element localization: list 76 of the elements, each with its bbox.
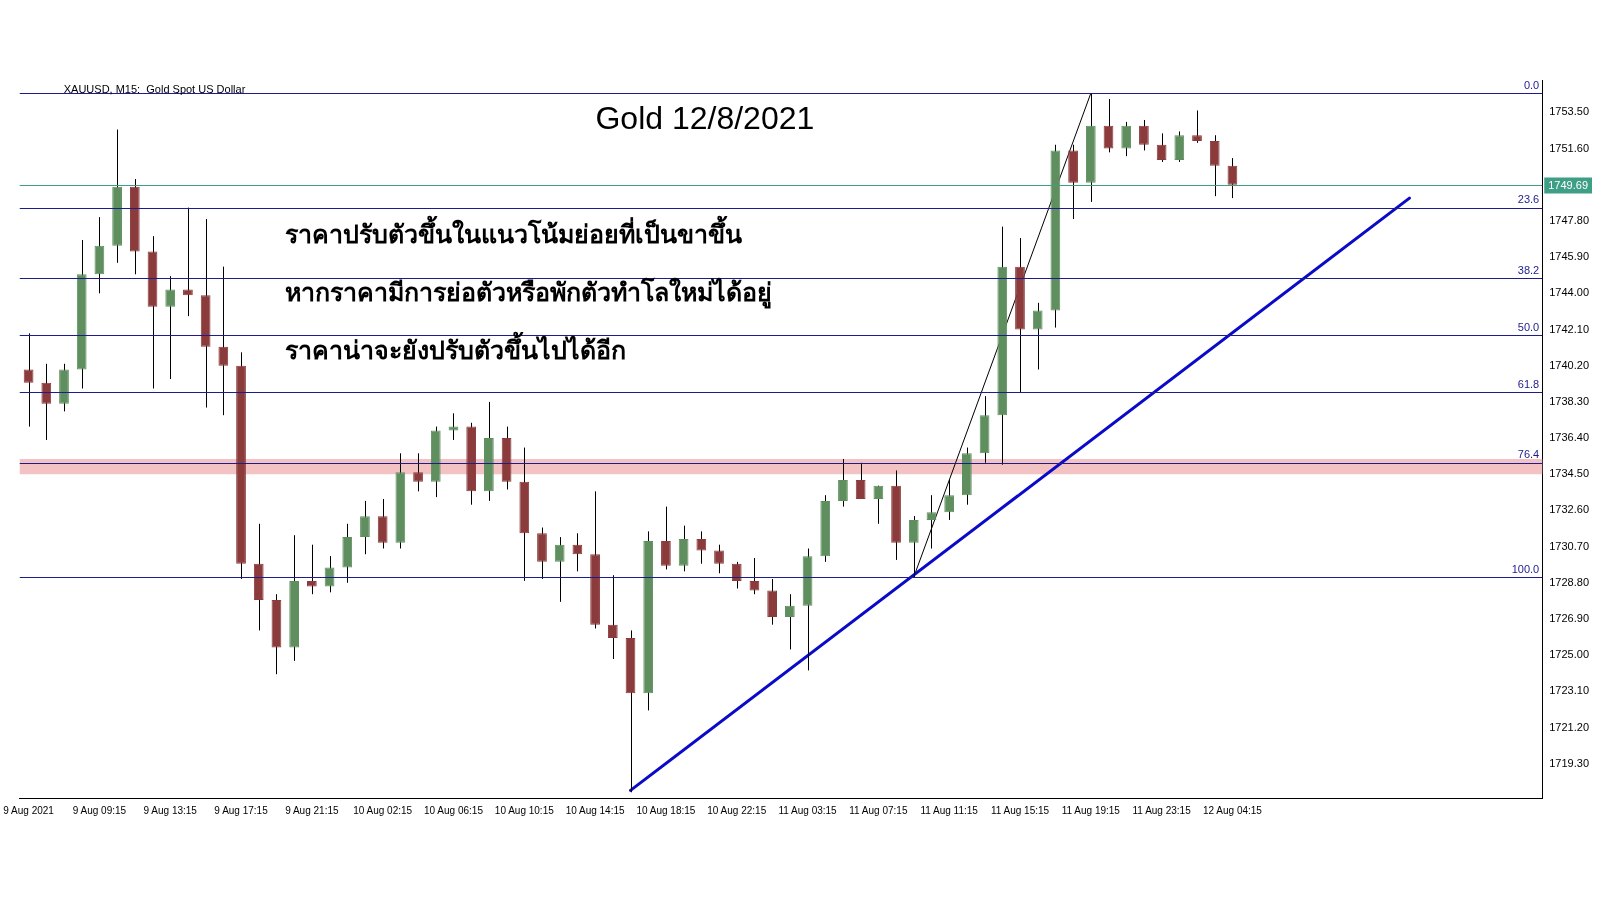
candlestick [23, 332, 34, 428]
candlestick [218, 266, 229, 416]
y-tick-label: 1719.30 [1549, 756, 1589, 769]
x-tick-label: 10 Aug 18:15 [636, 804, 696, 816]
candlestick [661, 506, 671, 570]
annotation: 76.4 [1517, 448, 1540, 461]
candlestick [926, 494, 937, 550]
y-tick-label: 1723.10 [1549, 684, 1589, 697]
x-tick-label: 11 Aug 15:15 [990, 804, 1050, 816]
annotation: 23.6 [1517, 193, 1540, 206]
candlestick [1032, 302, 1043, 370]
candlestick [873, 485, 884, 525]
y-tick-label: 1745.90 [1549, 250, 1589, 263]
x-tick-label: 11 Aug 23:15 [1132, 804, 1192, 816]
y-tick-label: 1747.80 [1549, 213, 1589, 226]
y-tick-label: 1734.50 [1549, 467, 1589, 480]
candlestick [855, 462, 866, 500]
x-tick-label: 12 Aug 04:15 [1202, 804, 1263, 816]
x-tick-label: 9 Aug 17:15 [214, 804, 269, 816]
x-tick-label: 11 Aug 19:15 [1061, 804, 1121, 816]
candlestick [1139, 119, 1149, 151]
y-tick-label: 1740.20 [1549, 358, 1589, 371]
ref-line-label: 1749.69 [1548, 178, 1588, 191]
annotation: 0.0 [1523, 78, 1540, 91]
candlestick [731, 561, 742, 589]
text: Gold 12/8/2021 [595, 99, 815, 136]
x-tick-label: 10 Aug 06:15 [424, 804, 484, 816]
candlestick [413, 452, 423, 492]
candlestick [1121, 121, 1132, 157]
y-tick-label: 1726.90 [1549, 612, 1589, 625]
candlestick [1227, 157, 1238, 199]
x-tick-label: 10 Aug 14:15 [565, 804, 626, 816]
annotation: ราคาน่าจะยังปรับตัวขึ้นไปได้อีก [284, 330, 626, 365]
y-tick-label: 1751.60 [1549, 141, 1589, 154]
candlestick [1209, 134, 1220, 197]
candlestick [183, 207, 193, 317]
candlestick [1103, 98, 1114, 153]
x-tick-label: 11 Aug 07:15 [849, 804, 908, 816]
candlestick [1192, 109, 1202, 144]
annotation: ราคาปรับตัวขึ้นในแนวโน้มย่อยที่เป็นขาขึ้น [284, 214, 742, 249]
y-tick-label: 1732.60 [1549, 503, 1589, 516]
y-tick-label: 1730.70 [1549, 539, 1589, 552]
candlestick [838, 458, 848, 508]
candlestick [165, 275, 176, 380]
x-tick-label: 9 Aug 13:15 [143, 804, 198, 816]
y-tick-label: 1728.80 [1549, 575, 1589, 588]
x-tick-label: 11 Aug 03:15 [778, 804, 838, 816]
candlestick [944, 479, 955, 521]
y-tick-label: 1725.00 [1549, 648, 1589, 661]
x-tick-label: 11 Aug 11:15 [920, 804, 979, 816]
x-tick-label: 10 Aug 02:15 [353, 804, 413, 816]
candlestick [607, 574, 618, 660]
y-tick-label: 1721.20 [1549, 720, 1589, 733]
annotation: หากราคามีการย่อตัวหรือพักตัวทำโลใหม่ได้อยู่ [284, 276, 772, 309]
y-tick-label: 1736.40 [1549, 431, 1589, 444]
candlestick [1174, 130, 1185, 163]
y-tick-label: 1744.00 [1549, 286, 1589, 299]
x-tick-label: 9 Aug 21:15 [285, 804, 339, 816]
candlestick [784, 593, 795, 650]
x-tick-label: 9 Aug 2021 [3, 804, 55, 816]
annotation: 61.8 [1517, 377, 1540, 390]
annotation: 50.0 [1517, 320, 1540, 333]
candlestick [696, 530, 707, 565]
annotation: 38.2 [1517, 263, 1540, 276]
candlestick [554, 536, 565, 603]
x-tick-label: 9 Aug 09:15 [72, 804, 127, 816]
y-tick-label: 1753.50 [1549, 105, 1589, 118]
annotation: 100.0 [1511, 562, 1540, 575]
candlestick [306, 544, 317, 595]
x-tick-label: 10 Aug 22:15 [707, 804, 767, 816]
candlestick [360, 500, 370, 555]
chart-subtitle: XAUUSD, M15: Gold Spot US Dollar [63, 83, 246, 96]
y-tick-label: 1742.10 [1549, 322, 1589, 335]
candlestick [41, 363, 52, 441]
x-tick-label: 10 Aug 10:15 [494, 804, 555, 816]
y-tick-label: 1738.30 [1549, 394, 1589, 407]
